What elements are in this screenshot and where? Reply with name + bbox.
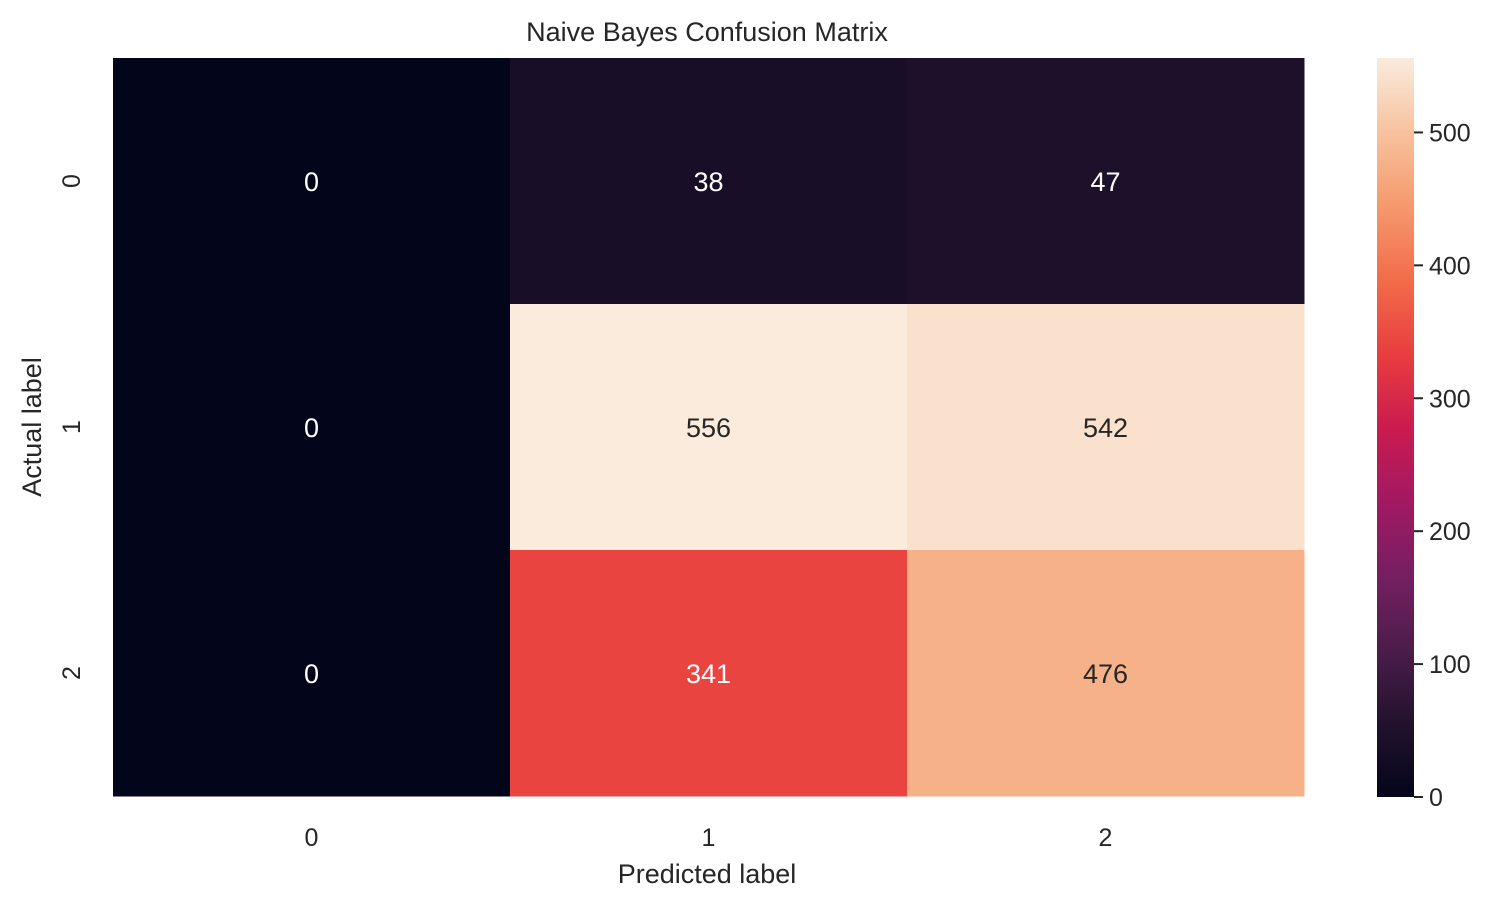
x-tick-label-1: 1 [702,824,716,852]
y-tick-label-0: 0 [58,174,86,188]
x-axis-label: Predicted label [618,859,797,889]
x-tick-label-2: 2 [1099,824,1113,852]
heatmap-cell-r2-c2 [907,550,1305,797]
heatmap-cell-r2-c1 [510,550,908,797]
y-tick-label-2: 2 [58,666,86,680]
heatmap-cells [113,58,1305,797]
cell-annotations: 0 38 47 0 556 542 0 341 476 [304,167,1128,689]
cell-annotation-r0-c1: 38 [693,167,723,197]
y-tick-labels: 0 1 2 [58,174,86,680]
chart-title: Naive Bayes Confusion Matrix [526,17,888,47]
colorbar-gradient-bar [1377,58,1414,797]
y-tick-label-1: 1 [58,420,86,434]
heatmap-cell-r2-c0 [113,550,511,797]
cell-annotation-r2-c1: 341 [686,659,731,689]
x-tick-label-0: 0 [305,824,319,852]
colorbar: 0 100 200 300 400 500 [1377,58,1471,812]
colorbar-tick-label-5: 500 [1429,119,1471,147]
cell-annotation-r1-c1: 556 [686,413,731,443]
cell-annotation-r1-c2: 542 [1083,413,1128,443]
colorbar-tick-label-0: 0 [1429,784,1443,812]
heatmap-cell-r1-c2 [907,304,1305,551]
heatmap-cell-r0-c0 [113,58,511,305]
cell-annotation-r2-c0: 0 [304,659,319,689]
heatmap-cell-r0-c1 [510,58,908,305]
colorbar-tick-label-3: 300 [1429,385,1471,413]
heatmap-cell-r1-c1 [510,304,908,551]
colorbar-tick-label-2: 200 [1429,518,1471,546]
heatmap-cell-r0-c2 [907,58,1305,305]
colorbar-tick-label-4: 400 [1429,252,1471,280]
cell-annotation-r0-c2: 47 [1090,167,1120,197]
colorbar-tick-label-1: 100 [1429,651,1471,679]
cell-annotation-r0-c0: 0 [304,167,319,197]
y-axis-label: Actual label [17,357,47,497]
heatmap-cell-r1-c0 [113,304,511,551]
cell-annotation-r1-c0: 0 [304,413,319,443]
cell-annotation-r2-c2: 476 [1083,659,1128,689]
x-tick-labels: 0 1 2 [305,824,1113,852]
